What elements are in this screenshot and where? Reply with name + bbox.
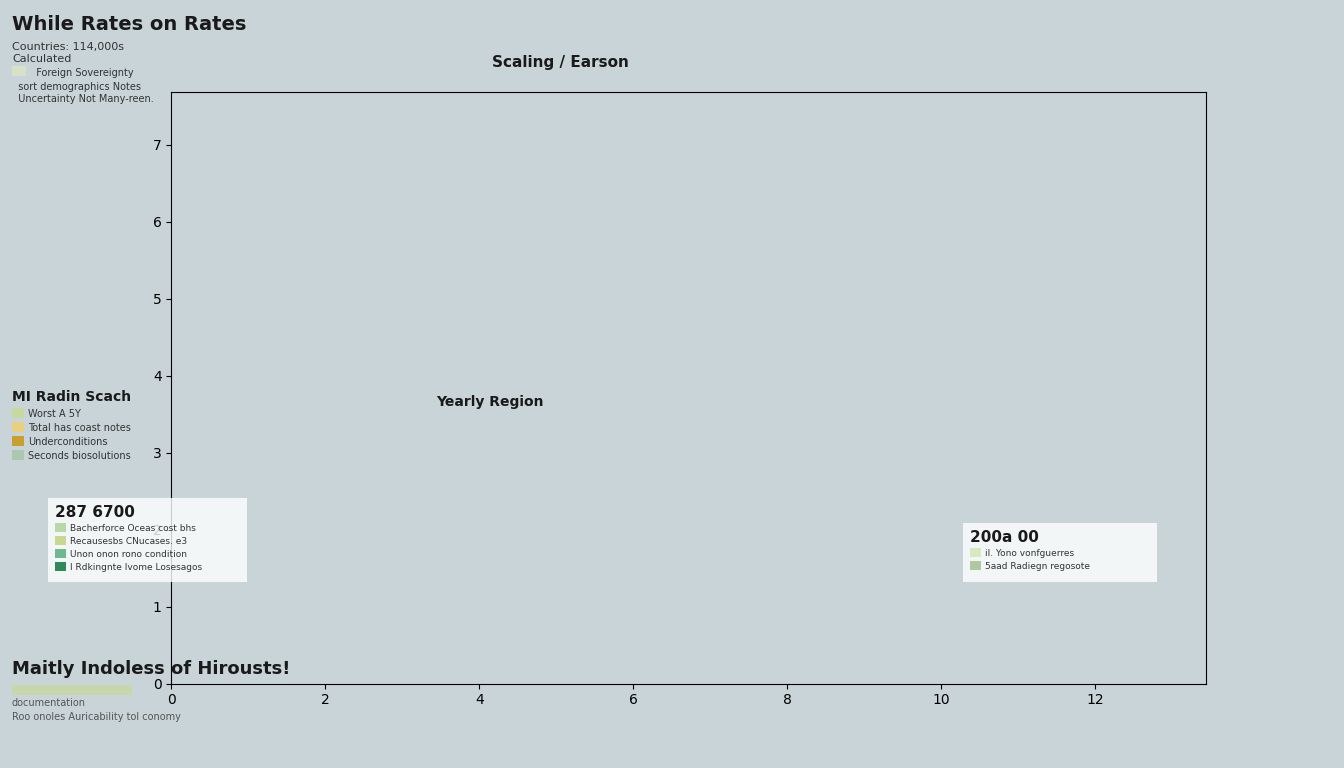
Text: MI Radin Scach: MI Radin Scach xyxy=(12,390,132,404)
FancyBboxPatch shape xyxy=(12,685,132,695)
Text: Maitly Indoless of Hirousts!: Maitly Indoless of Hirousts! xyxy=(12,660,290,678)
FancyBboxPatch shape xyxy=(970,548,981,557)
FancyBboxPatch shape xyxy=(12,450,24,460)
FancyBboxPatch shape xyxy=(964,523,1157,582)
FancyBboxPatch shape xyxy=(55,549,66,558)
Text: Seconds biosolutions: Seconds biosolutions xyxy=(28,451,130,461)
Text: Underconditions: Underconditions xyxy=(28,437,108,447)
Text: I Rdkingnte Ivome Losesagos: I Rdkingnte Ivome Losesagos xyxy=(70,563,202,572)
Text: 287 6700: 287 6700 xyxy=(55,505,134,520)
FancyBboxPatch shape xyxy=(55,562,66,571)
Text: Foreign Sovereignty: Foreign Sovereignty xyxy=(30,68,133,78)
Text: Unon onon rono condition: Unon onon rono condition xyxy=(70,550,187,559)
FancyBboxPatch shape xyxy=(55,536,66,545)
Text: il. Yono vonfguerres: il. Yono vonfguerres xyxy=(985,549,1074,558)
FancyBboxPatch shape xyxy=(48,498,247,582)
Text: 5aad Radiegn regosote: 5aad Radiegn regosote xyxy=(985,562,1090,571)
Text: Yearly Region: Yearly Region xyxy=(437,395,544,409)
FancyBboxPatch shape xyxy=(970,561,981,570)
Text: documentation: documentation xyxy=(12,698,86,708)
Text: Roo onoles Auricability tol conomy: Roo onoles Auricability tol conomy xyxy=(12,712,181,722)
Text: Bacherforce Oceas cost bhs: Bacherforce Oceas cost bhs xyxy=(70,524,196,533)
Text: Worst A 5Y: Worst A 5Y xyxy=(28,409,81,419)
FancyBboxPatch shape xyxy=(12,422,24,432)
Text: Scaling / Earson: Scaling / Earson xyxy=(492,55,629,70)
Text: While Rates on Rates: While Rates on Rates xyxy=(12,15,246,34)
Text: Recausesbs CNucases. e3: Recausesbs CNucases. e3 xyxy=(70,537,187,546)
Text: sort demographics Notes: sort demographics Notes xyxy=(12,82,141,92)
Text: Calculated: Calculated xyxy=(12,54,71,64)
FancyBboxPatch shape xyxy=(12,436,24,446)
Text: 200a 00: 200a 00 xyxy=(970,530,1039,545)
Text: Uncertainty Not Many-reen.: Uncertainty Not Many-reen. xyxy=(12,94,153,104)
FancyBboxPatch shape xyxy=(55,523,66,532)
FancyBboxPatch shape xyxy=(12,66,26,76)
FancyBboxPatch shape xyxy=(12,408,24,418)
Text: Countries: 114,000s: Countries: 114,000s xyxy=(12,42,124,52)
Text: Total has coast notes: Total has coast notes xyxy=(28,423,130,433)
